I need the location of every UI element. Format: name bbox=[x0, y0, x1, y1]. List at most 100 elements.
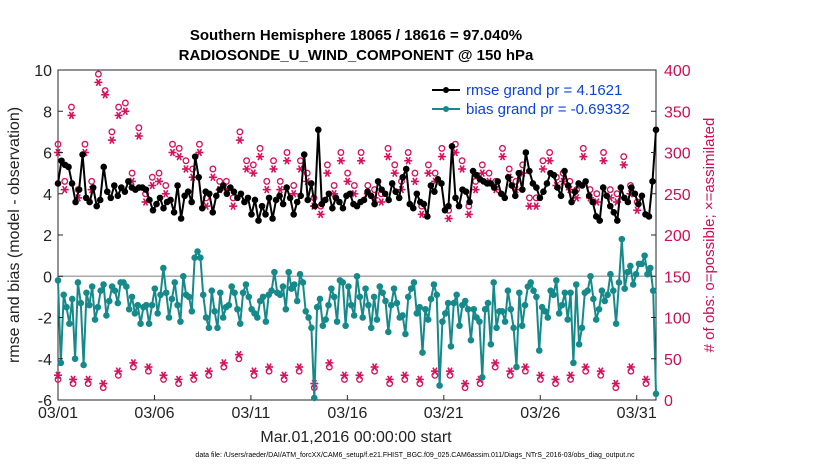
rmse-point bbox=[638, 192, 646, 200]
assimilated-marker-stroke bbox=[236, 350, 242, 359]
bias-point bbox=[114, 299, 122, 307]
bias-point bbox=[71, 355, 79, 363]
assimilated-marker-stroke bbox=[634, 206, 640, 215]
possible-marker bbox=[505, 165, 513, 173]
bias-point bbox=[111, 287, 119, 294]
rmse-point bbox=[332, 194, 340, 202]
rmse-point bbox=[89, 184, 97, 191]
assimilated-marker bbox=[566, 371, 575, 380]
bias-point bbox=[80, 361, 87, 369]
assimilated-marker bbox=[148, 181, 157, 190]
rmse-point bbox=[462, 188, 470, 195]
bias-point bbox=[205, 324, 213, 332]
assimilated-marker bbox=[208, 173, 217, 182]
left-tick-label: 6 bbox=[43, 146, 52, 163]
rmse-point bbox=[167, 196, 174, 204]
possible-marker bbox=[337, 149, 345, 156]
bias-point bbox=[464, 305, 472, 313]
bias-point bbox=[541, 308, 549, 315]
possible-marker bbox=[222, 177, 230, 185]
assimilated-marker-stroke bbox=[385, 152, 391, 161]
rmse-point bbox=[561, 167, 568, 175]
rmse-point bbox=[234, 194, 241, 202]
bias-point bbox=[154, 310, 161, 317]
bias-series bbox=[54, 235, 660, 402]
assimilated-marker-stroke bbox=[452, 148, 459, 157]
possible-marker bbox=[303, 169, 311, 177]
x-tick-label: 03/16 bbox=[327, 405, 367, 422]
bias-point bbox=[567, 289, 574, 297]
bias-point bbox=[649, 287, 657, 294]
bias-point bbox=[322, 316, 329, 323]
assimilated-marker bbox=[538, 165, 547, 173]
bias-point bbox=[197, 254, 204, 261]
assimilated-marker bbox=[551, 375, 560, 384]
rmse-point bbox=[519, 186, 526, 193]
assimilated-marker-stroke bbox=[62, 185, 68, 194]
data-file-footer: data file: /Users/raeder/DAI/ATM_forcXX/… bbox=[195, 452, 635, 459]
bias-point bbox=[350, 312, 358, 319]
assimilated-marker bbox=[410, 177, 419, 186]
assimilated-marker-stroke bbox=[445, 214, 452, 223]
bias-point bbox=[376, 283, 384, 290]
rmse-point bbox=[406, 200, 414, 208]
rmse-series bbox=[54, 126, 660, 224]
assimilated-marker bbox=[249, 169, 258, 177]
assimilated-marker-stroke bbox=[418, 210, 425, 219]
assimilated-marker-stroke bbox=[628, 363, 634, 371]
rmse-point bbox=[209, 209, 217, 216]
bias-point bbox=[208, 287, 216, 294]
possible-marker bbox=[438, 144, 446, 152]
bias-point bbox=[490, 279, 497, 286]
rmse-point bbox=[497, 190, 505, 198]
bias-point bbox=[601, 297, 609, 305]
bias-point bbox=[105, 297, 113, 305]
bias-point bbox=[148, 301, 156, 309]
rmse-point bbox=[325, 190, 333, 198]
bias-point bbox=[103, 312, 110, 319]
bias-point bbox=[404, 293, 412, 301]
bias-point bbox=[362, 285, 369, 292]
assimilated-marker-stroke bbox=[230, 202, 236, 210]
bias-point bbox=[399, 312, 406, 319]
rmse-point bbox=[191, 153, 199, 160]
assimilated-marker-stroke bbox=[115, 367, 121, 375]
rmse-point bbox=[118, 184, 125, 191]
assimilated-marker bbox=[390, 169, 399, 177]
bias-point bbox=[100, 281, 107, 288]
assimilated-marker bbox=[181, 165, 190, 173]
bias-point bbox=[68, 295, 76, 303]
possible-marker bbox=[135, 124, 143, 132]
assimilated-marker-stroke bbox=[402, 371, 408, 380]
rmse-point bbox=[596, 217, 604, 224]
bias-point bbox=[211, 308, 218, 315]
rmse-point bbox=[529, 180, 537, 187]
assimilated-marker bbox=[340, 371, 349, 380]
possible-marker bbox=[128, 169, 136, 177]
assimilated-marker bbox=[400, 371, 409, 380]
bias-point bbox=[518, 322, 526, 330]
rmse-point bbox=[599, 184, 607, 191]
bias-point bbox=[217, 289, 224, 297]
rmse-point bbox=[424, 213, 431, 220]
bias-point bbox=[382, 297, 389, 305]
rmse-point bbox=[107, 194, 115, 202]
bias-point bbox=[214, 324, 221, 332]
bias-point bbox=[353, 272, 361, 280]
bias-point bbox=[533, 293, 540, 301]
possible-marker bbox=[243, 157, 251, 165]
assimilated-marker-stroke bbox=[297, 165, 304, 173]
bias-point bbox=[259, 293, 267, 301]
assimilated-marker-stroke bbox=[537, 371, 544, 380]
assimilated-marker-stroke bbox=[163, 189, 169, 198]
assimilated-marker bbox=[626, 363, 635, 371]
assimilated-marker-stroke bbox=[341, 371, 348, 380]
rmse-point bbox=[265, 194, 273, 202]
rmse-point bbox=[329, 204, 336, 212]
bias-point bbox=[242, 281, 250, 288]
rmse-point bbox=[241, 198, 248, 206]
rmse-point bbox=[248, 211, 255, 218]
rmse-point bbox=[96, 196, 104, 204]
assimilated-marker-stroke bbox=[102, 90, 108, 99]
assimilated-marker-stroke bbox=[338, 156, 344, 165]
